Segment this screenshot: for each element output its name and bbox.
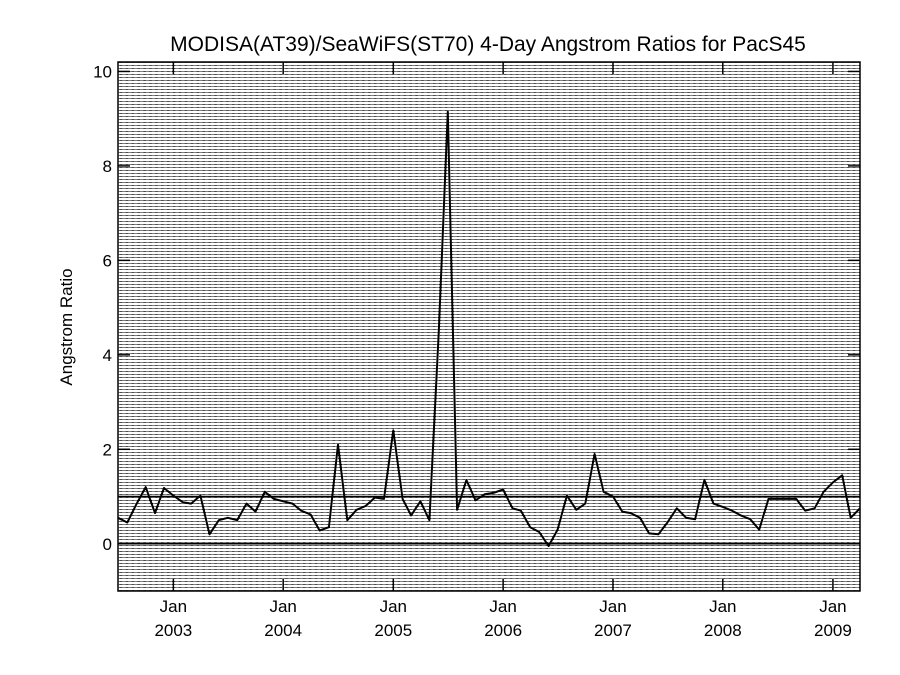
- plot-frame: [117, 61, 861, 592]
- x-tick-label-month: Jan: [599, 597, 626, 616]
- chart-title: MODISA(AT39)/SeaWiFS(ST70) 4-Day Angstro…: [170, 33, 806, 56]
- reference-lines: [118, 495, 860, 545]
- series-layer: [117, 110, 861, 548]
- x-tick-label-year: 2004: [264, 621, 302, 640]
- x-tick-label-year: 2005: [374, 621, 412, 640]
- x-tick-label-month: Jan: [160, 597, 187, 616]
- x-tick-label-month: Jan: [709, 597, 736, 616]
- y-axis-ticks: 0 2 4 6 8 10: [93, 62, 860, 554]
- y-tick-label: 4: [103, 346, 112, 365]
- y-tick-label: 2: [103, 440, 112, 459]
- x-tick-label-year: 2009: [814, 621, 852, 640]
- x-axis-ticks: Jan 2003 Jan 2004 Jan 2005 Jan 2006 Jan 2007 Jan 20…: [154, 62, 852, 640]
- y-tick-label: 10: [93, 62, 112, 81]
- series-line: [117, 110, 861, 548]
- x-tick-label-year: 2007: [594, 621, 632, 640]
- x-tick-label-month: Jan: [489, 597, 516, 616]
- y-tick-label: 8: [103, 157, 112, 176]
- grid-lines: [118, 62, 860, 591]
- y-tick-label: 6: [103, 251, 112, 270]
- x-tick-label-month: Jan: [269, 597, 296, 616]
- x-tick-label-month: Jan: [819, 597, 846, 616]
- y-tick-label: 0: [103, 535, 112, 554]
- x-tick-label-year: 2006: [484, 621, 522, 640]
- x-tick-label-year: 2008: [704, 621, 742, 640]
- y-axis-label: Angstrom Ratio: [57, 268, 76, 385]
- x-tick-label-year: 2003: [154, 621, 192, 640]
- x-tick-label-month: Jan: [380, 597, 407, 616]
